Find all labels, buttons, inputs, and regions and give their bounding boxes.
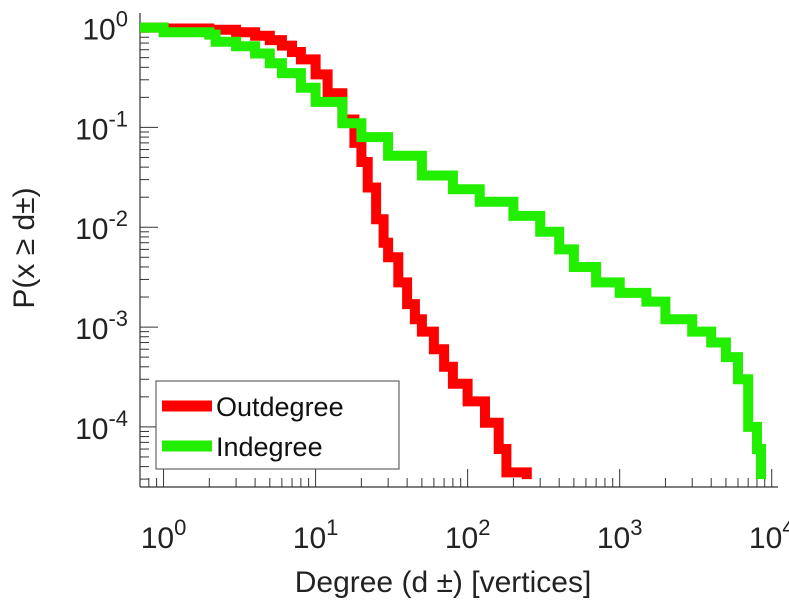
minor-ticks — [139, 27, 773, 487]
legend-box — [155, 380, 400, 470]
legend-label-indegree: Indegree — [216, 432, 323, 462]
x-axis-title: Degree (d ±) [vertices] — [295, 566, 592, 599]
y-axis-title: P(x ≥ d±) — [8, 187, 41, 308]
x-tick-label: 101 — [293, 515, 339, 555]
series-layer — [140, 22, 766, 480]
y-tick-label: 100 — [82, 7, 128, 47]
series-line-indegree — [140, 22, 766, 480]
y-tick-label: 10-3 — [75, 306, 128, 346]
y-tick-label: 10-1 — [75, 106, 128, 146]
legend: Outdegree Indegree — [155, 380, 400, 470]
tick-labels: 100 101 102 103 104 100 10-1 10-2 10-3 10-4 — [75, 7, 789, 555]
x-tick-label: 103 — [597, 515, 643, 555]
axes-frame — [139, 13, 778, 488]
series-line-outdegree — [140, 22, 532, 480]
x-tick-label: 104 — [749, 515, 789, 555]
y-tick-label: 10-2 — [75, 206, 128, 246]
x-tick-label: 102 — [445, 515, 491, 555]
legend-label-outdegree: Outdegree — [216, 392, 344, 422]
x-tick-label: 100 — [141, 515, 187, 555]
y-tick-label: 10-4 — [75, 406, 128, 446]
